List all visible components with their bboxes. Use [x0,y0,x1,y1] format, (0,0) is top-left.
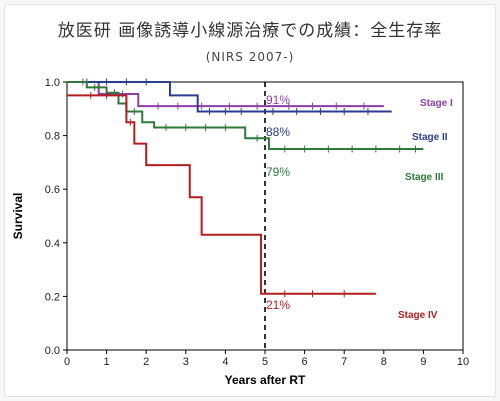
x-tick-label: 9 [420,356,426,368]
x-tick-label: 5 [262,356,268,368]
five-year-label-stage-i: 91% [266,93,290,107]
y-tick-label: 0.4 [45,238,60,250]
x-tick-label: 3 [183,356,189,368]
y-tick-label: 0.6 [45,184,60,196]
series-label-stage-iii: Stage III [405,172,444,183]
y-tick-label: 0.8 [45,131,60,143]
y-axis-title: Survival [11,193,25,240]
series-label-stage-iv: Stage IV [398,310,438,321]
x-axis-title: Years after RT [225,373,306,387]
y-tick-label: 0.2 [45,291,60,303]
series-label-stage-ii: Stage II [412,132,448,143]
x-tick-label: 0 [64,356,70,368]
chart-subtitle: (NIRS 2007-) [205,50,295,64]
series-label-stage-i: Stage I [420,98,453,109]
x-tick-label: 8 [381,356,387,368]
series-line-stage-iii [67,81,424,150]
y-tick-label: 0.0 [45,345,60,357]
x-tick-label: 2 [143,356,149,368]
figure-card [4,4,496,397]
x-tick-label: 10 [457,356,469,368]
x-tick-label: 1 [104,356,110,368]
series-line-stage-iv [67,94,376,295]
five-year-label-stage-ii: 88% [266,125,290,139]
five-year-label-stage-iii: 79% [266,165,290,179]
series-line-stage-ii [67,81,392,113]
x-tick-label: 6 [302,356,308,368]
y-tick-label: 1.0 [45,77,60,89]
x-tick-label: 7 [341,356,347,368]
x-tick-label: 4 [222,356,228,368]
five-year-label-stage-iv: 21% [266,298,290,312]
chart-title: 放医研 画像誘導小線源治療での成績：全生存率 [57,21,443,41]
